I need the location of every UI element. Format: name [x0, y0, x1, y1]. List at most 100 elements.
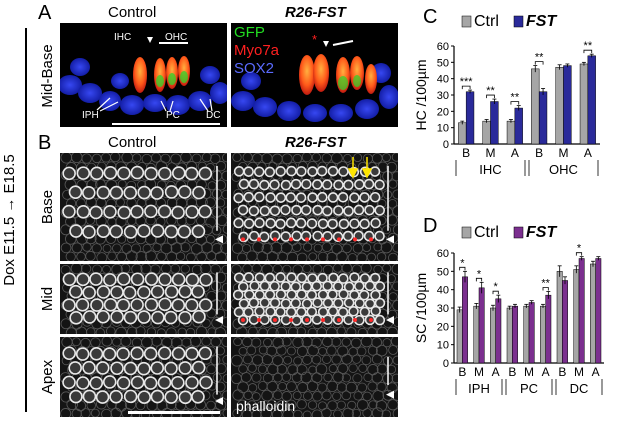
panel-b-row-label-apex: Apex	[36, 337, 58, 417]
panel-a-row-label: Mid-Base	[36, 24, 58, 129]
x-tick-label: A	[592, 365, 600, 379]
bar-fst	[538, 91, 548, 145]
pc-label: PC	[166, 110, 180, 121]
sig-label: *	[577, 243, 582, 255]
panel-b-control-title: Control	[108, 134, 157, 151]
x-tick-label: M	[486, 146, 496, 160]
y-tick-label: 50	[437, 266, 449, 278]
x-tick-label: M	[474, 365, 484, 379]
x-tick-label: B	[508, 365, 516, 379]
bar-fst	[514, 107, 523, 145]
sig-label: **	[486, 85, 495, 97]
x-tick-label: B	[462, 146, 470, 160]
legend-sox2: SOX2	[234, 60, 275, 77]
y-tick-label: 10	[437, 340, 449, 352]
panel-b-fst-title: R26-FST	[285, 134, 346, 151]
legend-swatch	[513, 226, 524, 239]
y-tick-label: 0	[443, 358, 449, 370]
y-axis-label: HC /100µm	[413, 59, 429, 130]
x-tick-label: B	[535, 146, 543, 160]
bar-ctrl	[506, 307, 513, 364]
sig-bracket	[583, 49, 593, 54]
sig-label: *	[477, 268, 482, 280]
sig-label: ***	[460, 76, 474, 88]
y-tick-label: 20	[437, 106, 449, 118]
panel-a-control-svg	[60, 23, 227, 127]
b-fst-apex	[230, 335, 404, 421]
bar-ctrl	[490, 307, 496, 364]
bar-ctrl	[506, 120, 516, 145]
scale-bar-b	[128, 411, 220, 414]
bar-ctrl	[531, 68, 540, 145]
x-tick-label: B	[558, 365, 566, 379]
dox-timeline-text: Dox E11.5 → E18.5	[1, 154, 18, 285]
bar-fst	[462, 276, 468, 364]
group-label: PC	[520, 381, 538, 396]
bar-fst	[478, 287, 485, 364]
sig-bracket	[475, 277, 483, 282]
bar-ctrl	[555, 66, 564, 145]
bar-ctrl	[540, 305, 546, 364]
panel-a-control-title: Control	[108, 4, 157, 21]
row-label-text: Apex	[39, 359, 56, 394]
bar-fst	[495, 298, 502, 364]
x-tick-label: A	[542, 365, 550, 379]
group-label: DC	[570, 381, 589, 396]
y-axis-label: SC /100µm	[413, 273, 429, 343]
group-label: IPH	[468, 381, 490, 396]
sig-label: **	[511, 92, 520, 104]
iph-label: IPH	[82, 110, 99, 121]
legend-swatch	[513, 15, 524, 28]
legend-label: Ctrl	[474, 224, 499, 241]
x-tick-label: A	[492, 365, 500, 379]
ohc-label: OHC	[165, 32, 188, 43]
b-control-base	[60, 151, 232, 264]
sig-bracket	[486, 94, 495, 99]
dox-timeline-label: Dox E11.5 → E18.5	[0, 20, 40, 420]
bar-fst	[528, 302, 535, 364]
b-control-apex	[59, 335, 233, 421]
sig-label: **	[535, 52, 544, 64]
panel-a-control-image	[60, 23, 227, 127]
y-tick-label: 10	[437, 123, 449, 135]
phalloidin-label: phalloidin	[236, 398, 296, 414]
bar-fst	[545, 294, 552, 364]
sig-label: *	[460, 257, 465, 269]
sig-label: **	[541, 278, 550, 290]
y-tick-label: 20	[437, 321, 449, 333]
bar-ctrl	[579, 63, 589, 145]
b-fst-mid	[230, 262, 404, 339]
sig-bracket	[492, 290, 499, 295]
legend-swatch	[461, 226, 472, 239]
bar-fst	[490, 101, 499, 145]
dc-label: DC	[206, 110, 221, 121]
b-fst-base	[231, 151, 404, 264]
asterisk-fst-a: *	[312, 32, 318, 47]
panel-b-row-label-base: Base	[36, 153, 58, 261]
x-tick-label: M	[574, 365, 584, 379]
y-tick-label: 40	[437, 285, 449, 297]
panel-a-fst-image	[231, 23, 398, 127]
bar-ctrl	[590, 263, 596, 364]
ihc-label: IHC	[114, 32, 132, 43]
legend-label: Ctrl	[474, 13, 499, 30]
group-label: IHC	[479, 162, 501, 177]
y-tick-label: 30	[437, 90, 449, 102]
panel-a-fst-svg	[231, 23, 398, 127]
y-tick-label: 60	[437, 41, 449, 53]
panel-a-fst-title: R26-FST	[285, 4, 346, 21]
sig-bracket	[510, 101, 520, 105]
panel-b-letter: B	[38, 132, 52, 154]
y-tick-label: 40	[437, 74, 449, 86]
bar-ctrl	[573, 269, 580, 364]
legend-swatch	[461, 15, 472, 28]
bar-ctrl	[523, 305, 530, 364]
x-tick-label: A	[584, 146, 592, 160]
bar-ctrl	[458, 122, 467, 145]
panel-b-row-label-mid: Mid	[36, 264, 58, 334]
bar-fst	[595, 258, 602, 364]
sig-bracket	[542, 287, 549, 291]
y-tick-label: 0	[443, 139, 449, 151]
